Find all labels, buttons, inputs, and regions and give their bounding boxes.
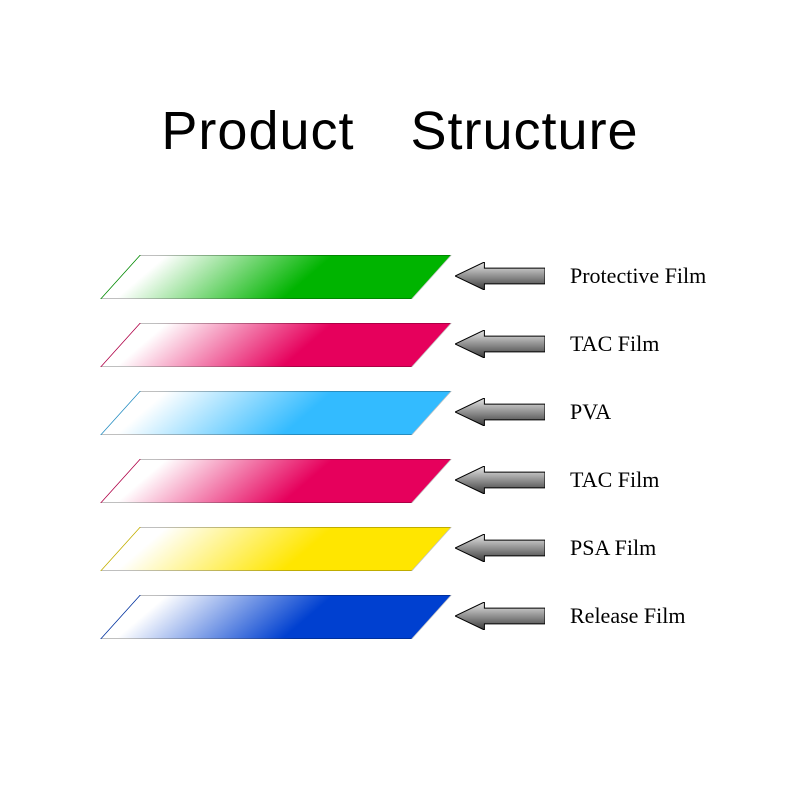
diagram-title: Product Structure <box>0 100 800 162</box>
layer-label: Release Film <box>570 603 685 629</box>
arrow-left-icon <box>455 262 545 295</box>
layer-label: Protective Film <box>570 263 706 289</box>
film-layer <box>100 255 452 299</box>
film-layer <box>100 459 452 503</box>
layer-label: TAC Film <box>570 331 659 357</box>
arrow-left-icon <box>455 534 545 567</box>
film-layer <box>100 323 452 367</box>
film-layer <box>100 391 452 435</box>
layer-label: PVA <box>570 399 611 425</box>
film-layer <box>100 595 452 639</box>
layer-label: PSA Film <box>570 535 656 561</box>
arrow-left-icon <box>455 330 545 363</box>
arrow-left-icon <box>455 466 545 499</box>
arrow-left-icon <box>455 398 545 431</box>
layer-label: TAC Film <box>570 467 659 493</box>
film-layer <box>100 527 452 571</box>
arrow-left-icon <box>455 602 545 635</box>
